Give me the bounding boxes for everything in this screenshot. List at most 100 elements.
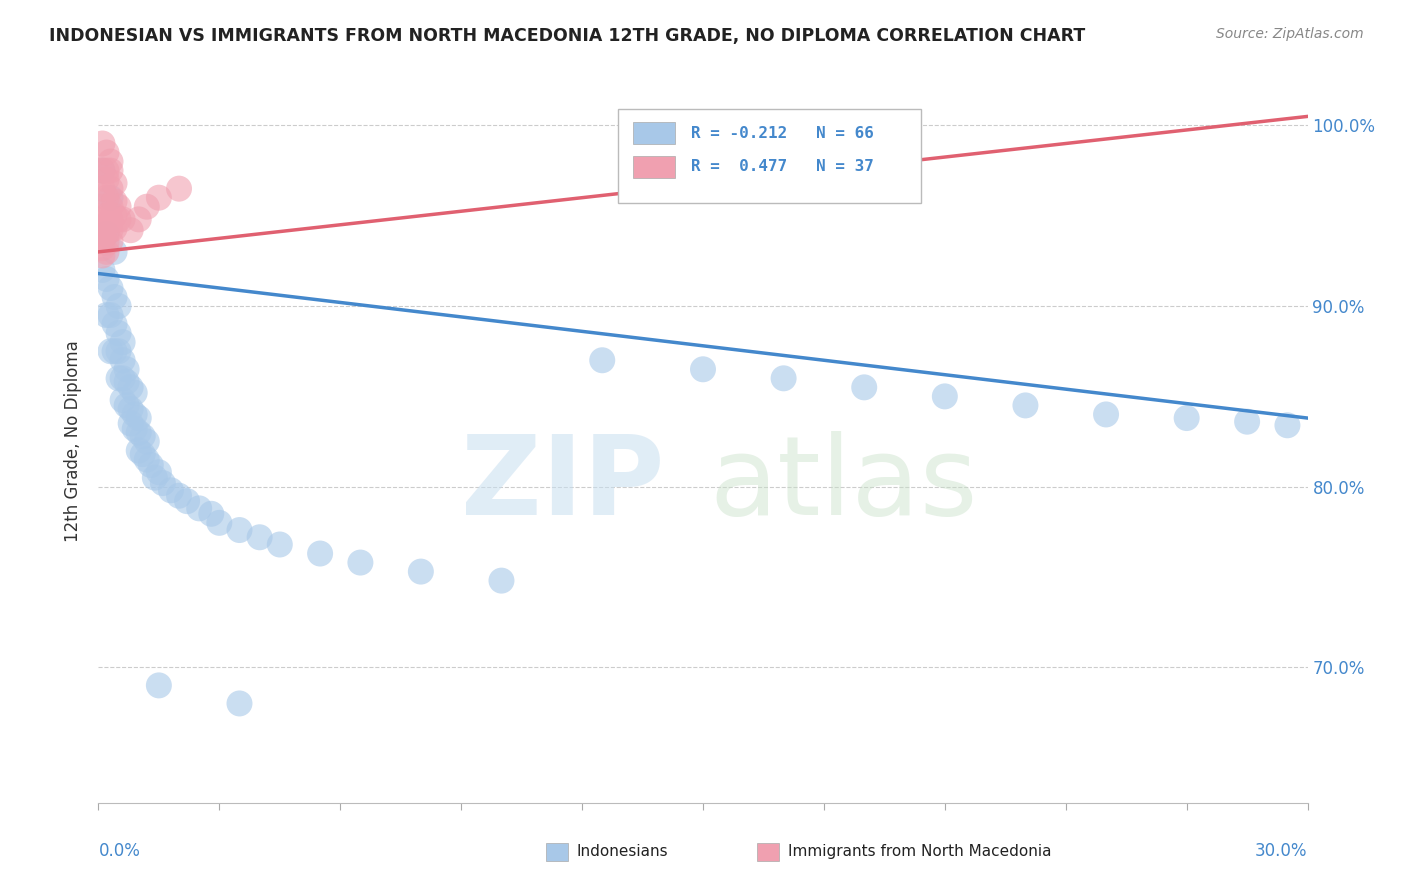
Point [124, 422, 146, 436]
Point [160, 483, 183, 498]
Point [148, 191, 170, 205]
Point [100, 200, 122, 214]
Point [148, 678, 170, 692]
Point [124, 385, 146, 400]
Point [107, 299, 129, 313]
Point [103, 244, 125, 259]
Point [128, 212, 150, 227]
Point [349, 556, 371, 570]
Point [1236, 415, 1258, 429]
Point [128, 443, 150, 458]
Point [772, 371, 794, 385]
Point [692, 362, 714, 376]
Point [591, 353, 613, 368]
Point [208, 516, 231, 530]
Point [96, 272, 118, 286]
Point [491, 574, 513, 588]
Text: 30.0%: 30.0% [1256, 842, 1308, 860]
Point [91, 181, 114, 195]
Text: Indonesians: Indonesians [576, 844, 668, 859]
Point [111, 371, 134, 385]
Point [100, 344, 122, 359]
Point [107, 344, 129, 359]
Text: R = -0.212   N = 66: R = -0.212 N = 66 [690, 126, 873, 141]
Point [120, 417, 142, 431]
Text: atlas: atlas [709, 432, 977, 539]
Point [96, 235, 118, 250]
Point [1175, 411, 1198, 425]
Point [91, 136, 114, 151]
FancyBboxPatch shape [619, 109, 921, 203]
Point [167, 181, 190, 195]
Point [100, 223, 122, 237]
Point [1014, 398, 1036, 412]
Point [100, 308, 122, 322]
Point [1277, 418, 1299, 433]
Point [96, 209, 118, 223]
Point [96, 145, 118, 160]
Point [91, 200, 114, 214]
Point [91, 248, 114, 262]
Point [152, 476, 174, 491]
Point [103, 194, 125, 209]
Point [91, 241, 114, 255]
Text: ZIP: ZIP [461, 432, 665, 539]
Point [100, 181, 122, 195]
Point [91, 163, 114, 178]
Point [107, 326, 129, 340]
Point [103, 221, 125, 235]
Point [100, 163, 122, 178]
Point [100, 212, 122, 227]
Point [249, 530, 271, 544]
Point [111, 212, 134, 227]
Point [143, 470, 166, 484]
Point [100, 191, 122, 205]
Point [188, 501, 211, 516]
Point [132, 429, 155, 443]
Bar [758, 843, 779, 861]
Point [111, 392, 134, 407]
Point [115, 398, 138, 412]
Point [120, 380, 142, 394]
Point [103, 176, 125, 190]
Point [91, 230, 114, 244]
Point [91, 163, 114, 178]
Point [96, 244, 118, 259]
Point [853, 380, 876, 394]
Point [200, 507, 222, 521]
Point [96, 227, 118, 241]
Point [91, 221, 114, 235]
Point [120, 223, 142, 237]
Point [96, 172, 118, 186]
Point [103, 344, 125, 359]
Point [107, 371, 129, 385]
Point [139, 458, 162, 472]
Point [120, 402, 142, 417]
Point [111, 353, 134, 368]
Point [135, 200, 157, 214]
Point [96, 191, 118, 205]
Point [103, 290, 125, 304]
Text: R =  0.477   N = 37: R = 0.477 N = 37 [690, 160, 873, 175]
Point [96, 218, 118, 232]
Text: INDONESIAN VS IMMIGRANTS FROM NORTH MACEDONIA 12TH GRADE, NO DIPLOMA CORRELATION: INDONESIAN VS IMMIGRANTS FROM NORTH MACE… [49, 27, 1085, 45]
Bar [633, 156, 675, 178]
Text: Immigrants from North Macedonia: Immigrants from North Macedonia [787, 844, 1052, 859]
Y-axis label: 12th Grade, No Diploma: 12th Grade, No Diploma [65, 341, 83, 542]
Point [132, 447, 155, 461]
Point [103, 209, 125, 223]
Point [103, 317, 125, 331]
Point [269, 537, 291, 551]
Point [91, 263, 114, 277]
Point [91, 212, 114, 227]
Text: Source: ZipAtlas.com: Source: ZipAtlas.com [1216, 27, 1364, 41]
Point [1095, 408, 1118, 422]
Point [96, 308, 118, 322]
Point [135, 434, 157, 449]
Point [135, 452, 157, 467]
Point [176, 494, 198, 508]
Point [111, 335, 134, 350]
Point [228, 523, 250, 537]
Point [228, 697, 250, 711]
Point [107, 200, 129, 214]
